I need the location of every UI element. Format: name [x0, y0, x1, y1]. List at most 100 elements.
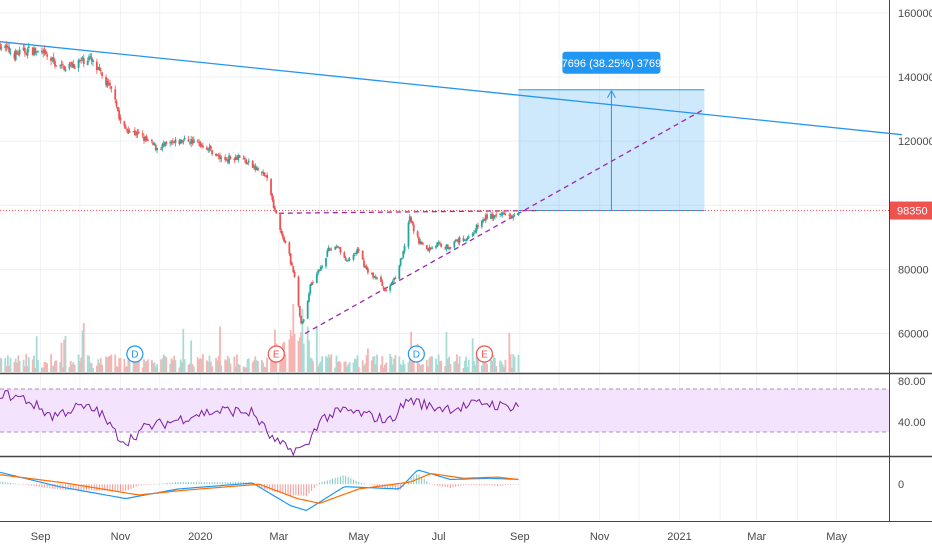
macd-histogram-bar — [214, 482, 216, 485]
volume-bar — [145, 361, 148, 372]
rsi-line — [0, 390, 519, 457]
candle-body — [429, 247, 432, 250]
measure-tool[interactable]: 37696 (38.25%) 37696 — [518, 51, 705, 212]
time-axis: Sep Nov 2020 Mar May Jul Sep Nov 2021 Mar May — [31, 531, 848, 543]
volume-bar — [246, 359, 249, 372]
earnings-marker[interactable]: E — [267, 345, 285, 363]
candle-body — [271, 194, 274, 200]
volume-bar — [97, 359, 100, 372]
volume-bar — [114, 354, 117, 372]
candle-body — [492, 215, 495, 219]
candle-body — [199, 141, 202, 147]
candle-body — [471, 233, 474, 236]
candle-body — [116, 106, 119, 112]
volume-bar — [0, 358, 3, 372]
volume-bar — [40, 367, 43, 372]
macd-histogram-bar — [237, 482, 239, 485]
candle-body — [44, 51, 47, 55]
candle-body — [114, 89, 117, 100]
candle-body — [448, 247, 450, 250]
volume-bar — [293, 333, 296, 372]
time-tick-label: 2020 — [188, 531, 212, 543]
macd-histogram-bar — [358, 482, 360, 485]
candle-body — [300, 315, 303, 324]
candle-body — [17, 53, 20, 55]
candle-body — [289, 253, 292, 264]
macd-histogram-bar — [426, 481, 428, 485]
candle-body — [127, 129, 130, 134]
macd-histogram-bar — [28, 484, 30, 486]
time-tick-label: Mar — [747, 531, 766, 543]
macd-histogram-bar — [177, 481, 179, 485]
candle-body — [408, 216, 411, 222]
macd-histogram-bar — [339, 476, 341, 485]
volume-bar — [124, 367, 127, 372]
volume-bar — [270, 360, 272, 372]
volume-bar — [463, 360, 466, 372]
macd-histogram-bar — [174, 482, 176, 485]
candle-body — [439, 242, 441, 244]
dividend-marker[interactable]: D — [126, 345, 144, 363]
candle-body — [500, 213, 503, 215]
candle-body — [403, 245, 406, 252]
candle-body — [188, 142, 191, 144]
candle-body — [225, 159, 228, 161]
earnings-marker[interactable]: E — [475, 345, 494, 363]
candle-body — [260, 171, 263, 174]
volume-bar — [207, 361, 210, 372]
macd-histogram-bar — [418, 474, 420, 485]
macd-histogram-bar — [444, 484, 446, 488]
macd-histogram-bar — [345, 475, 347, 485]
candle-body — [445, 244, 448, 249]
marker-label: D — [413, 350, 420, 361]
candle-body — [495, 214, 498, 216]
candle-body — [283, 237, 286, 242]
last-price-label: 98350 — [897, 206, 928, 218]
macd-histogram-bar — [389, 484, 391, 489]
macd-histogram-bar — [491, 484, 493, 486]
candle-body — [275, 210, 278, 214]
candle-body — [237, 155, 240, 161]
volume-bar — [445, 332, 448, 372]
volume-bar — [64, 336, 67, 372]
volume-bar — [255, 360, 258, 372]
volume-bar — [13, 362, 16, 372]
candle-body — [490, 214, 492, 219]
volume-bar — [152, 363, 155, 372]
macd-histogram-bar — [138, 484, 140, 486]
candle-body — [14, 50, 17, 61]
candle-body — [364, 266, 367, 268]
macd-histogram-bar — [486, 484, 488, 486]
candle-body — [18, 49, 21, 55]
macd-histogram-bar — [49, 484, 51, 489]
volume-bar — [90, 363, 93, 372]
volume-bar — [126, 366, 128, 372]
macd-histogram-bar — [478, 484, 480, 486]
candle-body — [246, 162, 249, 164]
candle-body — [393, 277, 395, 281]
macd-histogram-bar — [119, 484, 121, 491]
time-tick-label: Sep — [31, 531, 51, 543]
volume-bar — [439, 361, 441, 372]
volume-bar — [476, 356, 479, 372]
volume-bar — [263, 366, 266, 372]
volume-bar — [376, 354, 378, 372]
candle-body — [486, 214, 488, 219]
candle-body — [147, 139, 149, 141]
time-tick-label: May — [348, 531, 369, 543]
candle-body — [118, 110, 121, 119]
candle-body — [284, 241, 287, 244]
volume-bar — [453, 361, 456, 372]
macd-histogram-bar — [497, 484, 499, 487]
time-tick-label: Nov — [111, 531, 131, 543]
trend-lines[interactable] — [0, 41, 903, 335]
macd-histogram-bar — [350, 478, 352, 485]
macd-histogram-bar — [428, 483, 430, 485]
volume-bar — [339, 362, 342, 372]
dividend-marker[interactable]: D — [407, 345, 425, 363]
candle-body — [124, 126, 127, 129]
volume-bar — [335, 355, 338, 372]
candle-body — [192, 139, 195, 144]
